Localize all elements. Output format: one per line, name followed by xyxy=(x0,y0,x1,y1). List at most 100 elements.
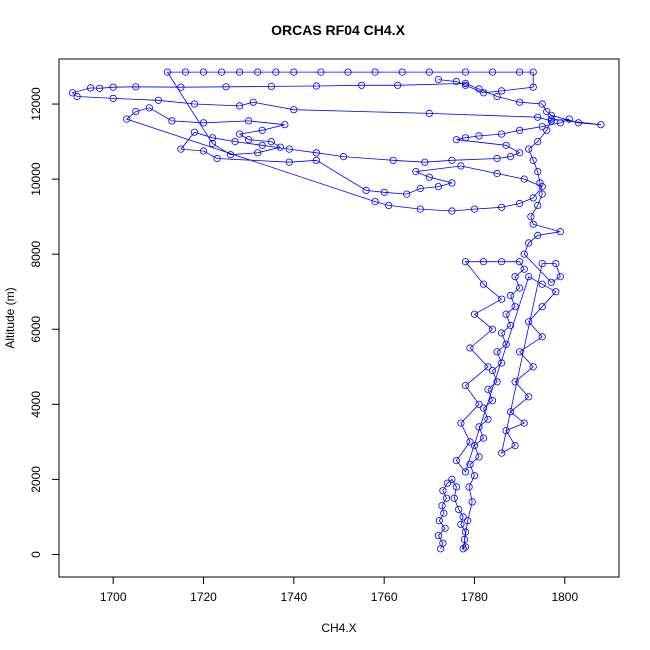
data-point xyxy=(460,535,469,544)
data-point xyxy=(448,179,456,187)
series-line xyxy=(71,71,601,550)
data-point xyxy=(502,340,510,348)
data-point xyxy=(497,329,506,337)
data-point xyxy=(475,85,483,93)
data-point xyxy=(96,84,104,92)
data-point xyxy=(434,532,442,540)
data-point xyxy=(434,183,442,191)
data-point xyxy=(520,250,528,258)
data-point xyxy=(525,273,533,281)
data-point xyxy=(276,143,284,151)
data-point xyxy=(488,366,497,375)
data-point xyxy=(538,123,546,131)
data-point xyxy=(520,265,528,273)
y-tick-label: 12000 xyxy=(29,87,43,121)
data-point xyxy=(452,483,460,491)
data-point xyxy=(547,115,555,123)
data-point xyxy=(457,520,465,529)
data-point xyxy=(459,545,467,553)
data-point xyxy=(245,136,253,144)
data-point xyxy=(285,158,293,166)
x-axis: 1700 1720 1740 1760 1780 1800 xyxy=(100,577,578,604)
data-point xyxy=(470,205,479,213)
plot-frame xyxy=(58,58,620,578)
data-point xyxy=(497,295,506,303)
data-point xyxy=(448,475,456,483)
data-point xyxy=(529,363,537,371)
data-point xyxy=(68,89,77,97)
data-point xyxy=(525,318,533,326)
data-point xyxy=(163,68,171,76)
data-point xyxy=(236,68,244,76)
data-point xyxy=(515,199,524,208)
data-point xyxy=(281,121,289,129)
data-point xyxy=(441,524,449,532)
data-point xyxy=(479,434,488,442)
data-point xyxy=(425,109,433,118)
data-point xyxy=(181,68,190,76)
data-point xyxy=(520,419,528,427)
x-axis-label: CH4.X xyxy=(321,621,356,635)
data-point xyxy=(511,378,519,386)
data-point xyxy=(459,513,467,521)
data-point xyxy=(416,184,424,193)
data-point xyxy=(380,188,388,196)
data-point xyxy=(371,68,379,76)
data-point xyxy=(556,273,564,281)
data-point xyxy=(385,201,393,209)
data-point xyxy=(132,83,140,91)
x-tick-label: 1800 xyxy=(551,590,578,604)
data-point xyxy=(357,81,366,89)
data-point xyxy=(556,228,564,236)
data-point xyxy=(461,528,470,536)
data-point xyxy=(479,89,488,97)
data-point xyxy=(290,106,298,114)
data-point xyxy=(479,404,488,412)
data-point xyxy=(515,68,524,76)
data-point xyxy=(497,203,506,211)
data-point xyxy=(231,138,239,146)
data-point xyxy=(394,81,402,89)
data-point xyxy=(493,92,501,101)
data-point xyxy=(190,100,199,108)
data-point xyxy=(534,113,542,121)
data-point xyxy=(538,259,546,268)
data-point xyxy=(440,509,448,517)
data-point xyxy=(312,149,320,157)
data-point xyxy=(371,198,379,206)
y-tick-label: 6000 xyxy=(29,316,43,343)
data-point xyxy=(470,441,479,450)
data-point xyxy=(73,92,81,101)
data-point xyxy=(312,82,320,90)
data-point xyxy=(493,154,501,163)
data-point xyxy=(267,82,275,91)
data-point xyxy=(597,121,605,129)
data-point xyxy=(543,108,551,116)
data-point xyxy=(362,186,370,194)
data-point xyxy=(466,460,474,468)
data-point xyxy=(177,145,185,153)
data-point xyxy=(199,119,208,127)
y-tick-label: 0 xyxy=(29,551,43,558)
data-point xyxy=(452,136,460,144)
data-point xyxy=(461,81,470,89)
data-point xyxy=(538,303,546,311)
data-point xyxy=(511,441,519,450)
data-point xyxy=(529,68,537,76)
data-point xyxy=(529,83,537,91)
data-point xyxy=(479,280,488,288)
data-point xyxy=(199,68,208,76)
data-point xyxy=(290,68,298,76)
data-point xyxy=(515,348,524,356)
data-point xyxy=(538,333,546,341)
data-point xyxy=(475,132,483,140)
data-point xyxy=(534,138,542,146)
y-axis-label: Altitude (m) xyxy=(3,287,17,348)
data-point xyxy=(475,400,483,408)
data-point xyxy=(527,213,535,221)
data-point xyxy=(497,130,506,138)
data-point xyxy=(488,396,497,405)
data-point xyxy=(450,494,458,502)
data-point xyxy=(488,68,497,76)
data-point xyxy=(218,68,226,76)
